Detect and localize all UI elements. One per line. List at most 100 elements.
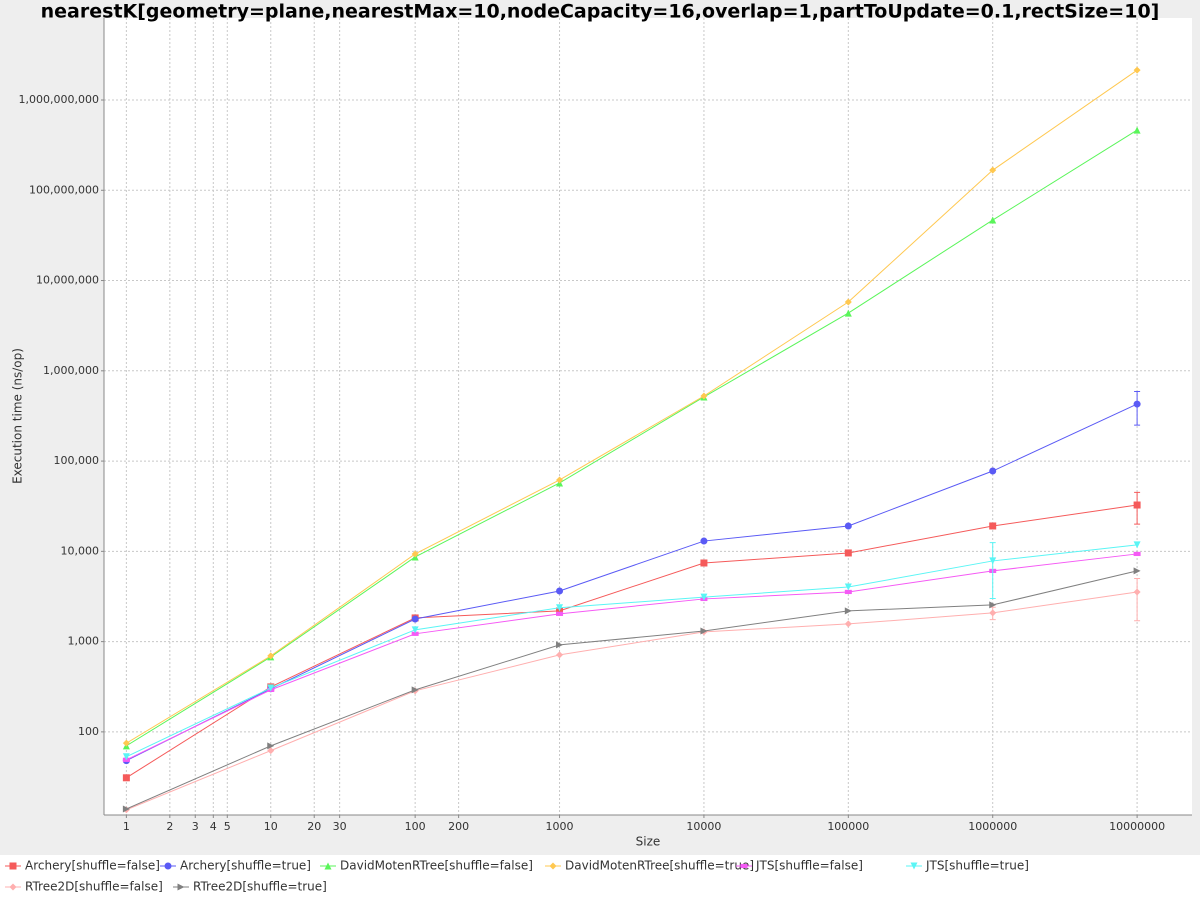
data-point bbox=[989, 216, 997, 224]
data-point bbox=[267, 684, 275, 692]
y-tick-label: 10,000 bbox=[61, 544, 100, 557]
legend-label: RTree2D[shuffle=false] bbox=[25, 880, 163, 894]
y-tick-label: 100,000,000 bbox=[29, 183, 99, 196]
legend-label: Archery[shuffle=true] bbox=[180, 859, 311, 873]
legend-label: JTS[shuffle=true] bbox=[925, 859, 1029, 873]
x-tick-label: 100 bbox=[405, 820, 426, 833]
legend-panel bbox=[0, 855, 1200, 900]
series-line bbox=[126, 544, 1138, 758]
data-point bbox=[122, 739, 130, 747]
data-point bbox=[989, 522, 997, 530]
x-tick-label: 1000000 bbox=[968, 820, 1017, 833]
data-point bbox=[122, 774, 130, 782]
y-axis-title: Execution time (ns/op) bbox=[11, 348, 25, 484]
data-point bbox=[556, 651, 564, 659]
legend-marker bbox=[9, 862, 17, 870]
data-point bbox=[267, 652, 275, 660]
x-tick-label: 20 bbox=[307, 820, 321, 833]
error-bar bbox=[1134, 390, 1141, 426]
legend-marker bbox=[910, 862, 918, 870]
series-line bbox=[126, 553, 1138, 761]
data-point bbox=[122, 753, 130, 761]
series-line bbox=[126, 591, 1138, 811]
x-tick-label: 10 bbox=[264, 820, 278, 833]
y-tick-label: 10,000,000 bbox=[36, 274, 99, 287]
data-point bbox=[411, 615, 419, 623]
legend-label: RTree2D[shuffle=true] bbox=[193, 880, 327, 894]
x-tick-label: 200 bbox=[448, 820, 469, 833]
chart-title: nearestK[geometry=plane,nearestMax=10,no… bbox=[41, 1, 1160, 23]
data-point bbox=[267, 742, 275, 750]
x-tick-label: 100000 bbox=[827, 820, 869, 833]
data-point bbox=[700, 593, 708, 601]
series-line bbox=[126, 504, 1138, 779]
data-point bbox=[1133, 400, 1141, 408]
y-tick-label: 100,000 bbox=[54, 454, 100, 467]
data-point bbox=[556, 641, 564, 649]
series-line bbox=[126, 403, 1138, 762]
x-tick-label: 2 bbox=[166, 820, 173, 833]
data-point bbox=[844, 309, 852, 317]
x-tick-label: 1000 bbox=[546, 820, 574, 833]
x-tick-label: 1 bbox=[123, 820, 130, 833]
data-point bbox=[411, 550, 419, 558]
x-tick-label: 4 bbox=[210, 820, 217, 833]
data-point bbox=[1133, 567, 1141, 575]
data-point bbox=[844, 522, 852, 530]
legend-marker bbox=[9, 883, 17, 891]
y-tick-label: 1,000 bbox=[68, 635, 100, 648]
data-point bbox=[989, 601, 997, 609]
data-point bbox=[1133, 126, 1141, 134]
data-point bbox=[556, 587, 564, 595]
data-point bbox=[989, 609, 997, 617]
data-point bbox=[1133, 588, 1141, 596]
y-tick-label: 1,000,000,000 bbox=[19, 93, 99, 106]
data-point bbox=[844, 583, 852, 591]
legend-marker bbox=[740, 863, 748, 869]
legend-marker bbox=[177, 883, 185, 891]
series-line bbox=[126, 129, 1138, 747]
data-point bbox=[844, 298, 852, 306]
data-point bbox=[556, 476, 564, 484]
series-line bbox=[126, 69, 1138, 744]
data-point bbox=[411, 626, 419, 634]
error-bar bbox=[989, 542, 996, 600]
x-tick-label: 10000 bbox=[686, 820, 721, 833]
x-axis-title: Size bbox=[636, 835, 661, 849]
data-point bbox=[844, 549, 852, 557]
x-tick-label: 3 bbox=[192, 820, 199, 833]
data-point bbox=[122, 805, 130, 813]
data-point bbox=[1133, 541, 1141, 549]
plot-area bbox=[104, 18, 1192, 815]
data-point bbox=[556, 604, 564, 612]
data-point bbox=[411, 686, 419, 694]
x-tick-label: 5 bbox=[224, 820, 231, 833]
data-point bbox=[844, 589, 852, 595]
legend-label: DavidMotenRTree[shuffle=true] bbox=[565, 859, 754, 873]
x-tick-label: 10000000 bbox=[1109, 820, 1165, 833]
data-point bbox=[1133, 501, 1141, 509]
y-tick-label: 1,000,000 bbox=[43, 364, 99, 377]
x-tick-label: 30 bbox=[333, 820, 347, 833]
legend-marker bbox=[549, 862, 557, 870]
data-point bbox=[1133, 551, 1141, 557]
error-bar bbox=[1134, 578, 1141, 622]
data-point bbox=[267, 747, 275, 755]
data-point bbox=[989, 557, 997, 565]
data-point bbox=[700, 392, 708, 400]
data-point bbox=[844, 620, 852, 628]
data-point bbox=[556, 611, 564, 616]
data-point bbox=[700, 537, 708, 545]
data-point bbox=[989, 467, 997, 475]
legend-label: Archery[shuffle=false] bbox=[25, 859, 160, 873]
legend-marker bbox=[324, 862, 332, 870]
data-point bbox=[700, 559, 708, 567]
data-point bbox=[411, 631, 419, 636]
legend-label: JTS[shuffle=false] bbox=[755, 859, 863, 873]
data-point bbox=[844, 607, 852, 615]
data-point bbox=[1133, 66, 1141, 74]
data-point bbox=[700, 627, 708, 635]
y-tick-label: 100 bbox=[78, 725, 99, 738]
legend-label: DavidMotenRTree[shuffle=false] bbox=[340, 859, 533, 873]
